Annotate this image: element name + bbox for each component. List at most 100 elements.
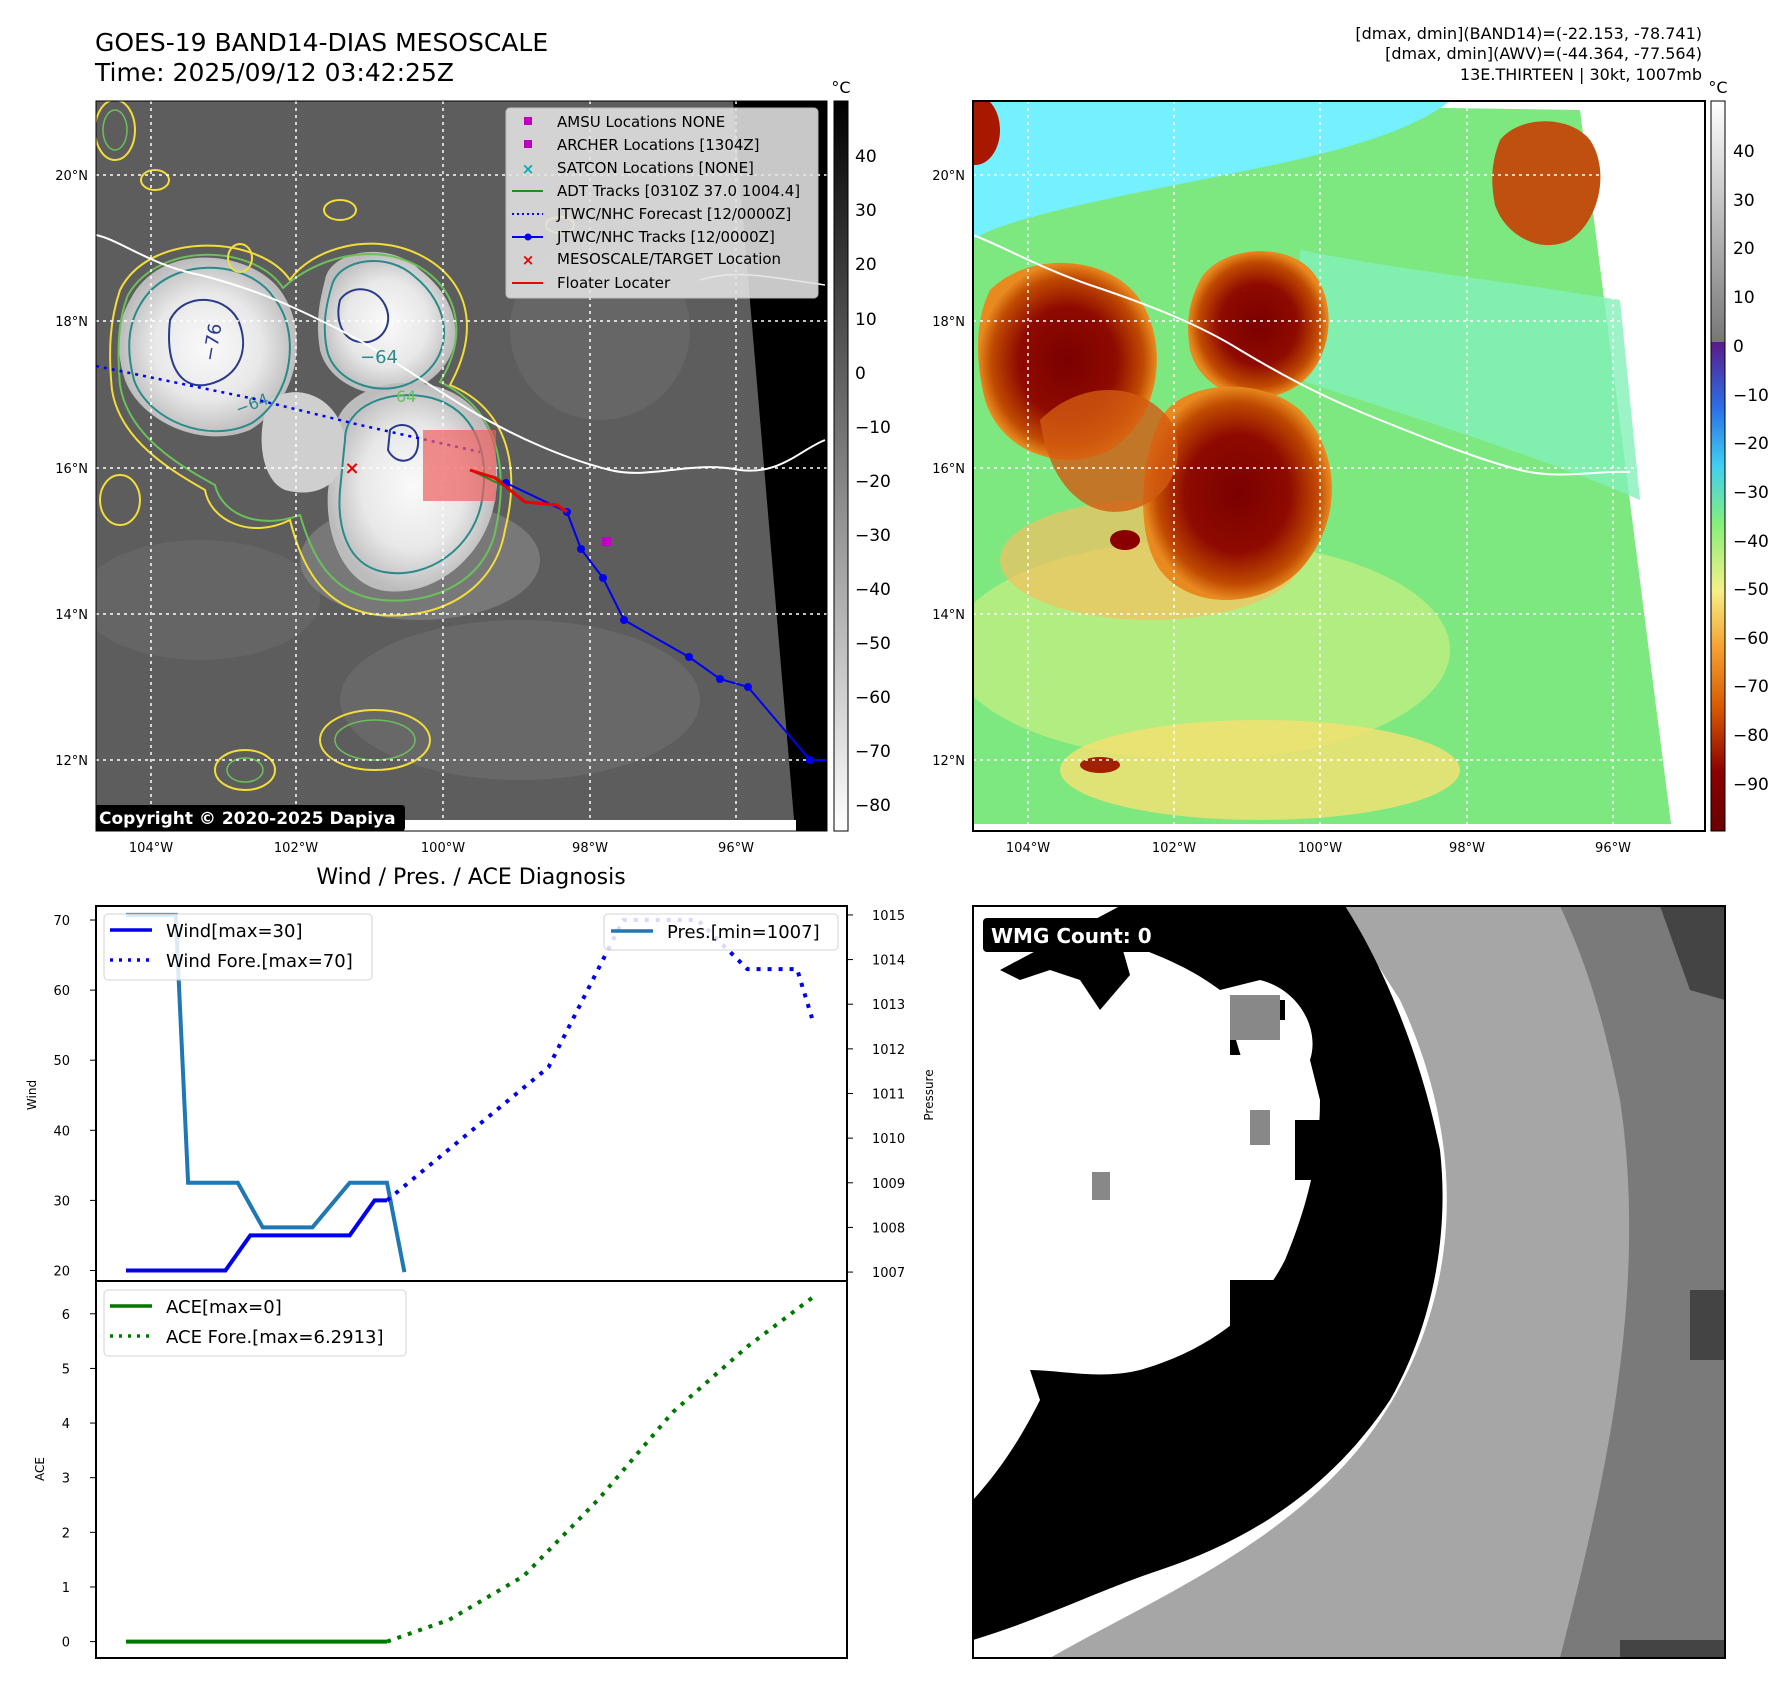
lon-tick: 102°W bbox=[274, 841, 318, 856]
ir-cbar-tick: 30 bbox=[855, 201, 877, 221]
legend-label: ARCHER Locations [1304Z] bbox=[557, 136, 760, 154]
awv-cbar-tick: 20 bbox=[1733, 239, 1755, 259]
ir-colorbar bbox=[833, 100, 849, 832]
awv-cbar-tick: 30 bbox=[1733, 191, 1755, 211]
ir-cbar-tick: −40 bbox=[855, 580, 891, 600]
awv-cbar-tick: 10 bbox=[1733, 288, 1755, 308]
awv-cbar-tick: −80 bbox=[1733, 726, 1769, 746]
legend-label: Pres.[min=1007] bbox=[667, 922, 820, 943]
awv-cbar-tick: −40 bbox=[1733, 532, 1769, 552]
lat-tick: 16°N bbox=[55, 462, 88, 477]
target-marker: × bbox=[344, 458, 359, 479]
pressure-tick-label: 1013 bbox=[872, 998, 905, 1013]
figure-time: Time: 2025/09/12 03:42:25Z bbox=[94, 58, 454, 87]
chart-title: Wind / Pres. / ACE Diagnosis bbox=[316, 865, 625, 890]
legend-label: Wind[max=30] bbox=[166, 921, 303, 942]
awv-cloud-center bbox=[1143, 386, 1332, 600]
floater-track bbox=[469, 468, 568, 514]
ir-map-panel: −76 −64 −64 64 × bbox=[55, 78, 891, 856]
ir-cbar-tick: −60 bbox=[855, 688, 891, 708]
legend-label: Wind Fore.[max=70] bbox=[166, 951, 353, 972]
copyright-text: Copyright © 2020-2025 Dapiya bbox=[99, 809, 396, 829]
legend-label: ACE Fore.[max=6.2913] bbox=[166, 1327, 384, 1348]
wind-tick-label: 50 bbox=[53, 1054, 70, 1069]
awv-cloud-ne bbox=[1492, 121, 1601, 246]
legend-label: ADT Tracks [0310Z 37.0 1004.4] bbox=[557, 182, 800, 200]
lon-tick: 96°W bbox=[1595, 841, 1631, 856]
lat-tick: 14°N bbox=[932, 608, 965, 623]
wind-tick-label: 40 bbox=[53, 1124, 70, 1139]
wind-axis-label: Wind bbox=[25, 1080, 39, 1110]
pressure-tick-label: 1015 bbox=[872, 909, 905, 924]
ace-axes bbox=[95, 1280, 848, 1659]
ace-tick-label: 2 bbox=[62, 1526, 70, 1541]
pressure-tick-label: 1009 bbox=[872, 1177, 905, 1192]
legend-label: JTWC/NHC Tracks [12/0000Z] bbox=[556, 228, 775, 246]
ace-tick-label: 6 bbox=[62, 1308, 70, 1323]
diagnosis-chart: Wind / Pres. / ACE Diagnosis Wind Pressu… bbox=[25, 865, 936, 1659]
legend-label: AMSU Locations NONE bbox=[557, 113, 725, 131]
pressure-legend: Pres.[min=1007] bbox=[603, 913, 839, 951]
awv-cbar-tick: 0 bbox=[1733, 337, 1744, 357]
lon-tick: 104°W bbox=[129, 841, 173, 856]
pressure-tick-label: 1007 bbox=[872, 1266, 905, 1281]
lat-tick: 20°N bbox=[55, 169, 88, 184]
legend-label: JTWC/NHC Forecast [12/0000Z] bbox=[556, 205, 791, 223]
awv-coastline bbox=[973, 234, 1631, 476]
wind-tick-label: 60 bbox=[53, 984, 70, 999]
awv-cbar-tick: −20 bbox=[1733, 434, 1769, 454]
ace-tick-label: 1 bbox=[62, 1581, 70, 1596]
pressure-tick-label: 1008 bbox=[872, 1221, 905, 1236]
pressure-tick-label: 1012 bbox=[872, 1043, 905, 1058]
wmg-label-box bbox=[983, 918, 1163, 952]
ace-forecast-line bbox=[386, 1296, 814, 1644]
lon-tick: 98°W bbox=[572, 841, 608, 856]
stats-band14: [dmax, dmin](BAND14)=(-22.153, -78.741) bbox=[1355, 24, 1702, 43]
wind-tick-label: 70 bbox=[53, 914, 70, 929]
contour-navy bbox=[168, 288, 420, 462]
figure-title: GOES-19 BAND14-DIAS MESOSCALE bbox=[95, 28, 548, 57]
wmg-panel: WMG Count: 0 bbox=[972, 905, 1726, 1659]
storm-info: 13E.THIRTEEN | 30kt, 1007mb bbox=[1460, 65, 1702, 84]
ace-legend: ACE[max=0] ACE Fore.[max=6.2913] bbox=[103, 1289, 407, 1357]
pressure-tick-label: 1011 bbox=[872, 1088, 905, 1103]
pressure-tick-label: 1010 bbox=[872, 1132, 905, 1147]
contour-label: −64 bbox=[360, 347, 398, 368]
lat-tick: 12°N bbox=[932, 754, 965, 769]
ir-cbar-tick: −70 bbox=[855, 742, 891, 762]
awv-map-panel: 20°N 18°N 16°N 14°N 12°N 104°W 102°W 100… bbox=[932, 78, 1769, 856]
ace-tick-label: 3 bbox=[62, 1472, 70, 1487]
lat-tick: 20°N bbox=[932, 169, 965, 184]
contour-green bbox=[117, 253, 502, 602]
lon-tick: 104°W bbox=[1006, 841, 1050, 856]
lat-tick: 14°N bbox=[55, 608, 88, 623]
map-legend: AMSU Locations NONE ARCHER Locations [13… bbox=[505, 107, 819, 299]
awv-cloud-north bbox=[1188, 251, 1329, 398]
contour-label: 64 bbox=[396, 387, 416, 406]
ace-tick-label: 4 bbox=[62, 1417, 70, 1432]
svg-text:×: × bbox=[522, 251, 535, 269]
legend-label: ACE[max=0] bbox=[166, 1297, 282, 1318]
pressure-line bbox=[126, 912, 407, 1273]
ir-cbar-tick: −30 bbox=[855, 526, 891, 546]
awv-colorbar-unit: °C bbox=[1708, 78, 1727, 97]
wind-tick-label: 30 bbox=[53, 1194, 70, 1209]
wind-legend: Wind[max=30] Wind Fore.[max=70] bbox=[103, 913, 373, 981]
legend-label: SATCON Locations [NONE] bbox=[557, 159, 754, 177]
awv-cbar-tick: −70 bbox=[1733, 677, 1769, 697]
cloud-west bbox=[118, 257, 297, 437]
lon-tick: 102°W bbox=[1152, 841, 1196, 856]
lon-tick: 100°W bbox=[421, 841, 465, 856]
legend-label: MESOSCALE/TARGET Location bbox=[557, 250, 781, 268]
ir-cbar-tick: −50 bbox=[855, 634, 891, 654]
ace-tick-label: 5 bbox=[62, 1362, 70, 1377]
wmg-black-band bbox=[973, 906, 1443, 1640]
floater-box bbox=[423, 430, 496, 501]
ir-cbar-tick: 40 bbox=[855, 147, 877, 167]
wind-forecast-line bbox=[385, 918, 814, 1202]
stats-awv: [dmax, dmin](AWV)=(-44.364, -77.564) bbox=[1385, 44, 1702, 63]
lat-tick: 18°N bbox=[932, 315, 965, 330]
best-track bbox=[505, 482, 827, 761]
ir-cbar-tick: −20 bbox=[855, 472, 891, 492]
